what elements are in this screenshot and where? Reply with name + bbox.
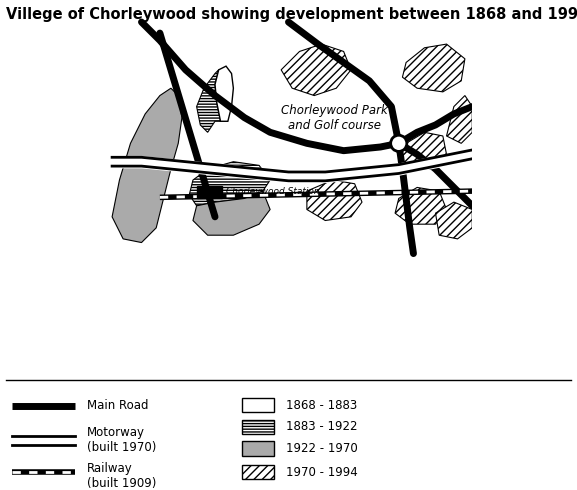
Polygon shape (189, 162, 270, 206)
Polygon shape (399, 132, 447, 169)
Polygon shape (215, 66, 233, 122)
Polygon shape (281, 44, 351, 96)
Bar (197, 186, 222, 198)
Polygon shape (197, 70, 228, 132)
Text: 1970 - 1994: 1970 - 1994 (286, 466, 357, 479)
Polygon shape (193, 191, 270, 235)
Bar (242, 441, 274, 456)
Text: Chorleywood Park
and Golf course: Chorleywood Park and Golf course (281, 103, 388, 132)
Polygon shape (395, 187, 447, 224)
Text: 1868 - 1883: 1868 - 1883 (286, 399, 357, 412)
Text: 1883 - 1922: 1883 - 1922 (286, 420, 357, 434)
Polygon shape (447, 96, 472, 143)
Polygon shape (307, 180, 362, 220)
Text: Railway
(built 1909): Railway (built 1909) (87, 462, 156, 490)
Text: Chorleywood Station: Chorleywood Station (226, 187, 320, 196)
Polygon shape (112, 88, 182, 243)
Text: Villege of Chorleywood showing development between 1868 and 1994: Villege of Chorleywood showing developme… (6, 7, 577, 23)
Text: Motorway
(built 1970): Motorway (built 1970) (87, 426, 156, 454)
Polygon shape (436, 202, 472, 239)
Circle shape (391, 135, 407, 151)
Polygon shape (402, 44, 465, 92)
Bar (242, 398, 274, 413)
Text: Main Road: Main Road (87, 399, 148, 413)
Text: 1922 - 1970: 1922 - 1970 (286, 442, 357, 455)
Bar (242, 465, 274, 479)
Bar (242, 420, 274, 434)
